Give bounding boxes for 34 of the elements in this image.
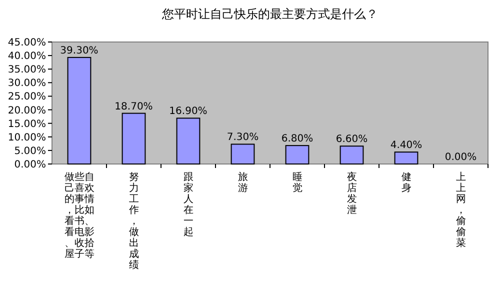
y-tick-label: 20.00% (8, 105, 46, 116)
y-tick-label: 40.00% (8, 51, 46, 62)
y-tick-label: 30.00% (8, 78, 46, 90)
x-tick-label: 跟家人在一起 (182, 172, 194, 238)
data-label: 7.30% (226, 132, 259, 144)
data-label: 6.80% (281, 134, 314, 145)
y-tick-label: 45.00% (8, 38, 46, 48)
y-tick-label: 10.00% (8, 132, 46, 144)
y-tick-label: 15.00% (8, 118, 46, 130)
x-tick-label: 夜店发泄 (346, 172, 358, 216)
x-tick-label: 旅游 (237, 172, 248, 194)
x-tick-label: 健身 (400, 172, 412, 194)
data-label: 4.40% (390, 140, 422, 152)
x-tick-label: 上上网，偷偷菜 (455, 172, 466, 249)
y-tick-label: 35.00% (8, 64, 46, 76)
x-tick-label: 睡觉 (292, 172, 303, 194)
bar (394, 152, 418, 164)
data-label: 39.30% (60, 45, 98, 56)
data-label: 0.00% (444, 152, 477, 163)
chart-title: 您平时让自己快乐的最主要方式是什么？ (161, 7, 378, 21)
bar (285, 145, 310, 164)
y-tick-label: 25.00% (8, 92, 46, 103)
bar (122, 112, 146, 164)
category-label: 努力工作，做出成绩 (128, 172, 139, 271)
bar (230, 144, 255, 164)
y-tick-label: 0.00% (14, 160, 46, 170)
y-tick-label: 5.00% (14, 146, 46, 157)
x-tick-label: 做些自己喜欢的事情，比如看书、看电影、收拾屋子等 (64, 172, 95, 260)
data-label: 18.70% (114, 101, 153, 112)
data-label: 16.90% (169, 106, 208, 118)
data-label: 6.60% (336, 134, 368, 146)
bar (176, 118, 200, 164)
bar (67, 56, 92, 164)
bar (340, 146, 364, 164)
